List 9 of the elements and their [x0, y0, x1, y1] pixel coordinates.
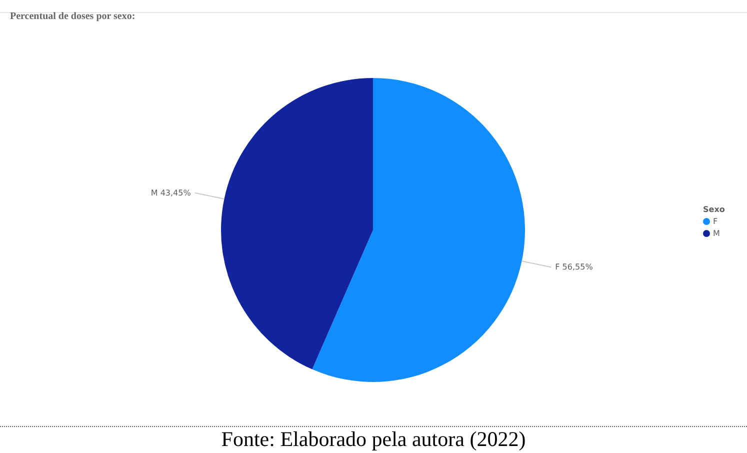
data-label: M 43,45% [150, 188, 192, 198]
pie-slice [312, 78, 525, 382]
legend-label: F [713, 217, 718, 226]
chart-title: Percentual de doses por sexo: [10, 11, 136, 22]
source-note: Fonte: Elaborado pela autora (2022) [220, 427, 527, 452]
data-label: F 56,55% [555, 262, 594, 272]
legend-title: Sexo [703, 205, 726, 214]
legend-label: M [713, 229, 720, 238]
pie-slice [221, 78, 373, 370]
